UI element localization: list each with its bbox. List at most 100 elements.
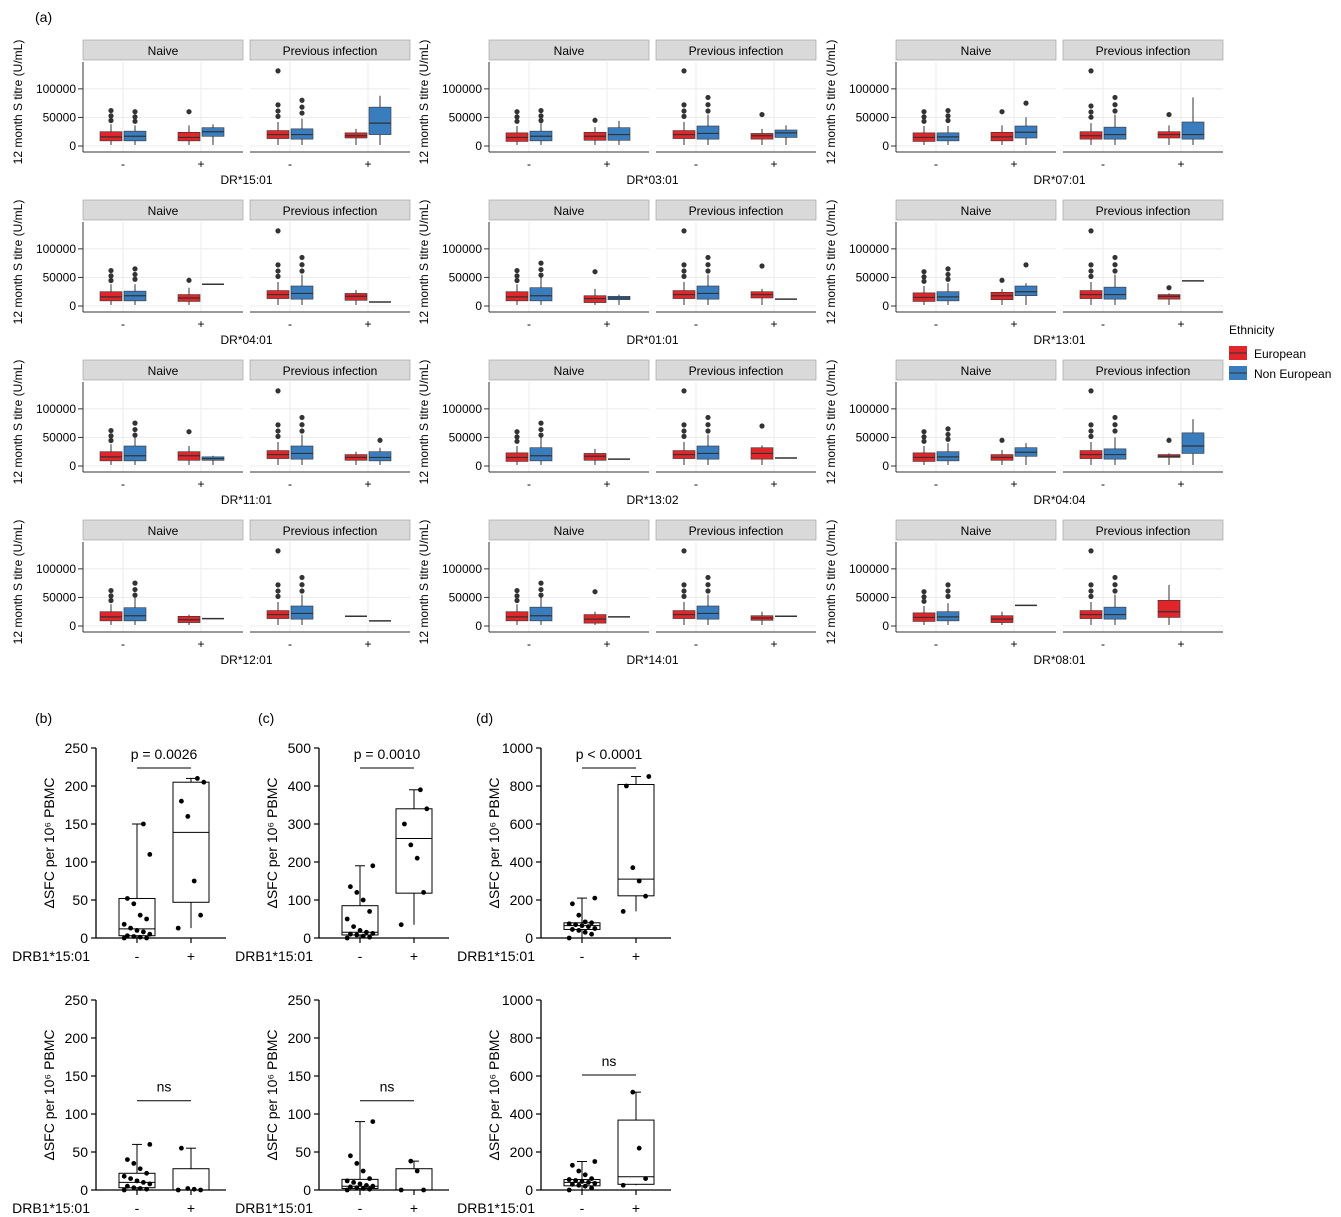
outlier-point: [299, 574, 305, 581]
x-tick-label: -: [694, 317, 698, 331]
outlier-point: [681, 433, 687, 439]
outlier-point: [1112, 262, 1118, 268]
box-non-european: [936, 582, 960, 625]
x-tick-label: +: [364, 157, 371, 171]
facet-panel-dr-12-01: 12 month S titre (U/mL) 0 50000 100000 Naive…: [11, 520, 411, 667]
data-point: [620, 909, 626, 914]
facet-strip: [488, 359, 650, 381]
box-european: [1079, 103, 1103, 145]
x-tick-label: +: [770, 157, 777, 171]
data-point: [636, 1145, 642, 1151]
outlier-point: [1088, 109, 1094, 115]
box-european: [990, 611, 1014, 625]
data-point: [592, 1159, 598, 1164]
facet-strip: [895, 199, 1057, 221]
box-non-european: [529, 580, 553, 625]
outlier-point: [999, 109, 1005, 115]
y-axis-label: ΔSFC per 10⁶ PBMC: [486, 1029, 502, 1160]
y-axis-label: 12 month S titre (U/mL): [824, 200, 838, 325]
facet-strip: [82, 199, 244, 221]
box-european: [672, 582, 696, 625]
data-point: [354, 890, 360, 895]
y-axis-label: ΔSFC per 10⁶ PBMC: [41, 1029, 57, 1160]
box-group-plus: [395, 1158, 433, 1193]
y-axis-label: 12 month S titre (U/mL): [417, 200, 431, 325]
x-tick-label: +: [1177, 477, 1184, 491]
box-european: [177, 429, 201, 465]
facet-panel-dr-03-01: 12 month S titre (U/mL) 0 50000 100000 Naive…: [417, 40, 817, 187]
outlier-point: [945, 117, 951, 124]
x-tick-label: +: [364, 317, 371, 331]
box-body: [696, 125, 720, 140]
y-tick-label: 50: [295, 1144, 311, 1160]
y-tick-label: 100000: [36, 82, 76, 96]
data-point: [141, 1180, 146, 1185]
data-point: [367, 934, 372, 940]
outlier-point: [299, 104, 305, 110]
facet-strip-label: Naive: [961, 204, 992, 218]
x-tick-label: -: [288, 637, 292, 651]
y-tick-label: 200: [510, 1144, 534, 1160]
box-european: [912, 109, 936, 145]
outlier-point: [514, 593, 520, 599]
data-point: [128, 925, 134, 931]
box-european: [99, 427, 123, 465]
data-point: [348, 884, 353, 890]
box-group-plus: [617, 1089, 655, 1188]
x-tick-label: +: [770, 317, 777, 331]
allele-label: DR*04:01: [220, 333, 272, 347]
box-body: [529, 447, 553, 462]
box-non-european: [123, 420, 147, 465]
facet-previous-infection: Previous infection - +: [1062, 359, 1224, 491]
panel-label-c: (c): [258, 710, 274, 726]
data-point: [573, 922, 578, 928]
data-point: [121, 921, 127, 927]
outlier-point: [1112, 582, 1118, 588]
data-point: [370, 1183, 376, 1189]
box-body: [696, 605, 720, 620]
data-point: [144, 935, 150, 941]
facet-strip-label: Previous infection: [1096, 44, 1191, 58]
outlier-point: [1088, 428, 1094, 434]
data-point: [646, 774, 652, 779]
y-tick-label: 100: [65, 1106, 89, 1122]
x-tick-label: -: [694, 157, 698, 171]
box-european: [750, 611, 774, 625]
x-tick-label: -: [527, 317, 531, 331]
y-tick-label: 0: [882, 139, 889, 153]
outlier-point: [705, 254, 711, 261]
facet-strip: [249, 39, 411, 61]
outlier-point: [759, 111, 765, 118]
facet-panel-dr-04-04: 12 month S titre (U/mL) 0 50000 100000 Naive…: [824, 359, 1224, 507]
data-point: [134, 928, 140, 933]
facet-strip-label: Previous infection: [283, 44, 378, 58]
data-point: [364, 1183, 369, 1188]
x-tick-label: +: [603, 317, 610, 331]
dotbox-panel-c-bottom: ΔSFC per 10⁶ PBMC 0 50 100 150 200 250 - + DRB1*1…: [235, 992, 449, 1216]
facet-previous-infection: Previous infection - +: [1062, 519, 1224, 651]
outlier-point: [108, 597, 114, 604]
outlier-point: [945, 436, 951, 442]
outlier-point: [275, 102, 281, 108]
facet-previous-infection: Previous infection - +: [249, 199, 411, 331]
y-tick-label: 0: [475, 139, 482, 153]
box-european: [505, 109, 529, 145]
box-european: [1157, 437, 1181, 465]
allele-label: DR*11:01: [221, 493, 272, 507]
data-point: [185, 1186, 191, 1191]
outlier-point: [538, 266, 544, 273]
data-point: [370, 1119, 376, 1124]
box-body: [123, 607, 147, 622]
y-tick-label: 500: [288, 740, 312, 756]
allele-label: DR*13:01: [1033, 333, 1085, 347]
box-non-european: [368, 95, 392, 145]
facet-naive: Naive - +: [895, 199, 1057, 331]
outlier-point: [132, 266, 138, 272]
outlier-point: [132, 276, 138, 282]
facet-panel-dr-14-01: 12 month S titre (U/mL) 0 50000 100000 Naive…: [417, 520, 817, 667]
outlier-point: [108, 267, 114, 274]
y-axis-label: 12 month S titre (U/mL): [417, 520, 431, 645]
x-tick-label: -: [358, 1200, 363, 1216]
x-tick-label: +: [770, 477, 777, 491]
x-tick-label: -: [121, 317, 125, 331]
